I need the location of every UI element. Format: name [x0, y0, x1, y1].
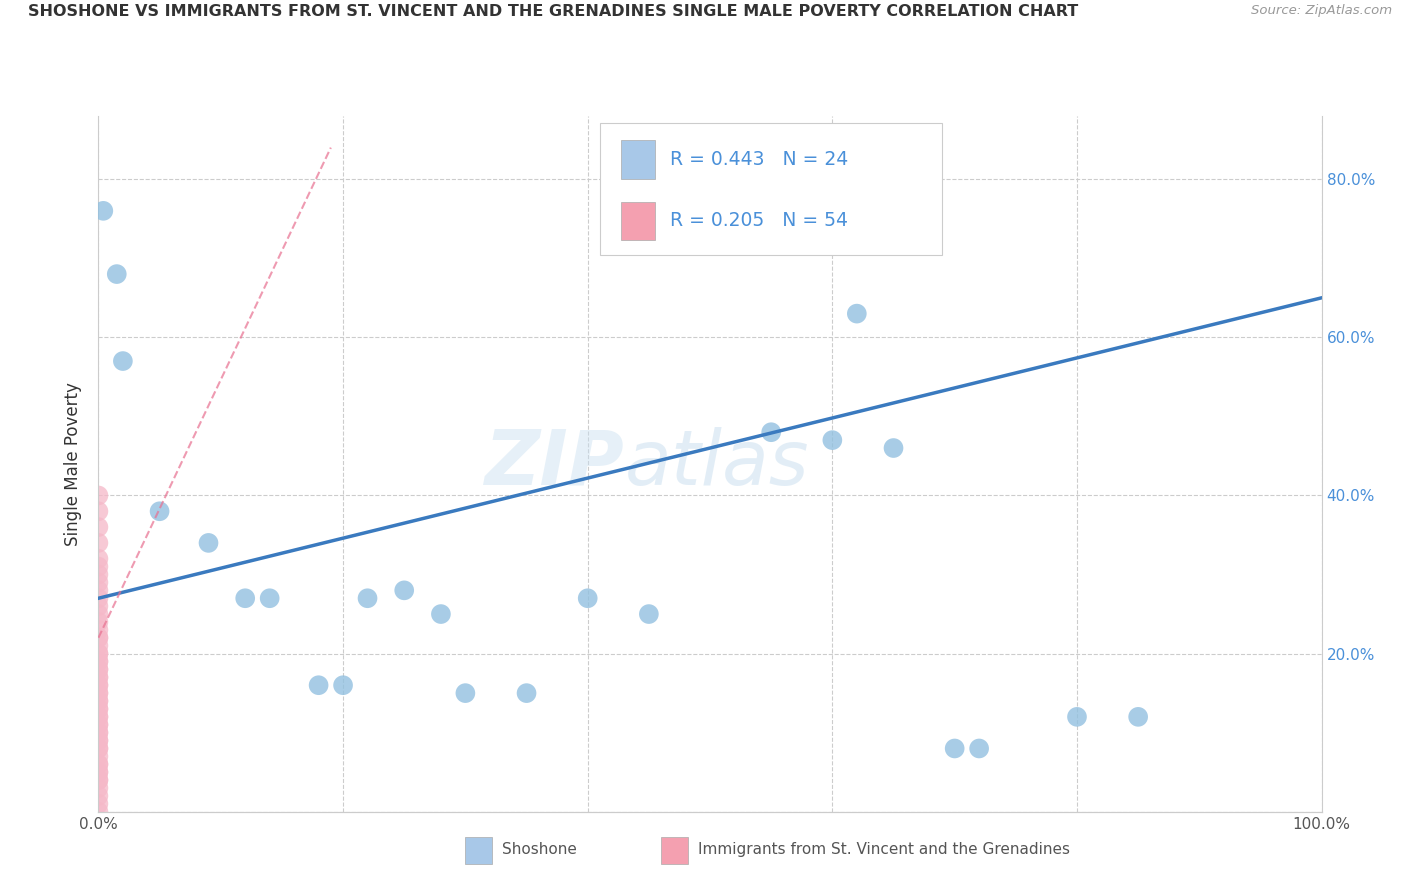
Point — [87, 765, 110, 780]
Point — [87, 702, 110, 716]
FancyBboxPatch shape — [600, 123, 942, 255]
Point — [87, 789, 110, 803]
Point — [87, 805, 110, 819]
Point — [87, 662, 110, 676]
Point — [87, 670, 110, 684]
Point — [87, 670, 110, 684]
Point — [515, 686, 537, 700]
Point — [87, 575, 110, 590]
Point — [87, 655, 110, 669]
Point — [91, 203, 114, 218]
Point — [356, 591, 378, 606]
Point — [87, 694, 110, 708]
Point — [87, 725, 110, 739]
FancyBboxPatch shape — [465, 838, 492, 863]
FancyBboxPatch shape — [661, 838, 688, 863]
Point — [87, 631, 110, 645]
Point — [821, 433, 844, 447]
Point — [87, 710, 110, 724]
Point — [87, 607, 110, 621]
Point — [576, 591, 599, 606]
Point — [87, 694, 110, 708]
Point — [308, 678, 330, 692]
Point — [87, 717, 110, 731]
Point — [87, 488, 110, 502]
Point — [845, 307, 868, 321]
Point — [87, 710, 110, 724]
Point — [87, 583, 110, 598]
Point — [332, 678, 354, 692]
Point — [111, 354, 134, 368]
FancyBboxPatch shape — [620, 202, 655, 240]
Point — [87, 717, 110, 731]
Text: R = 0.205   N = 54: R = 0.205 N = 54 — [669, 211, 848, 230]
Point — [87, 631, 110, 645]
Point — [87, 733, 110, 747]
Point — [87, 551, 110, 566]
Point — [87, 741, 110, 756]
Text: SHOSHONE VS IMMIGRANTS FROM ST. VINCENT AND THE GRENADINES SINGLE MALE POVERTY C: SHOSHONE VS IMMIGRANTS FROM ST. VINCENT … — [28, 4, 1078, 20]
Point — [943, 741, 966, 756]
Point — [87, 678, 110, 692]
Point — [233, 591, 256, 606]
Point — [87, 773, 110, 788]
Point — [87, 647, 110, 661]
Point — [87, 655, 110, 669]
Y-axis label: Single Male Poverty: Single Male Poverty — [65, 382, 83, 546]
Point — [430, 607, 453, 621]
Point — [87, 591, 110, 606]
Text: ZIP: ZIP — [485, 427, 624, 500]
Point — [259, 591, 281, 606]
Point — [87, 567, 110, 582]
Point — [87, 757, 110, 772]
Text: Source: ZipAtlas.com: Source: ZipAtlas.com — [1251, 4, 1392, 18]
Point — [761, 425, 783, 440]
Point — [87, 797, 110, 811]
Point — [87, 536, 110, 550]
Point — [87, 678, 110, 692]
Point — [87, 662, 110, 676]
Point — [87, 749, 110, 764]
Point — [392, 583, 416, 598]
Point — [87, 773, 110, 788]
Point — [454, 686, 477, 700]
Point — [87, 733, 110, 747]
Point — [883, 441, 905, 455]
Point — [87, 702, 110, 716]
Point — [105, 267, 128, 281]
Point — [87, 780, 110, 795]
Point — [967, 741, 990, 756]
Point — [87, 647, 110, 661]
Point — [1128, 710, 1150, 724]
Point — [87, 765, 110, 780]
Point — [197, 536, 219, 550]
Point — [87, 639, 110, 653]
Point — [87, 686, 110, 700]
Point — [87, 615, 110, 629]
Point — [87, 725, 110, 739]
Point — [1066, 710, 1088, 724]
Point — [87, 520, 110, 534]
Text: R = 0.443   N = 24: R = 0.443 N = 24 — [669, 150, 848, 169]
Point — [87, 559, 110, 574]
Point — [87, 599, 110, 614]
Point — [638, 607, 661, 621]
Point — [87, 741, 110, 756]
Text: Shoshone: Shoshone — [502, 842, 576, 857]
Point — [149, 504, 172, 518]
Point — [87, 757, 110, 772]
FancyBboxPatch shape — [620, 140, 655, 178]
Text: atlas: atlas — [624, 427, 808, 500]
Point — [87, 623, 110, 637]
Point — [87, 686, 110, 700]
Point — [87, 504, 110, 518]
Text: Immigrants from St. Vincent and the Grenadines: Immigrants from St. Vincent and the Gren… — [697, 842, 1070, 857]
